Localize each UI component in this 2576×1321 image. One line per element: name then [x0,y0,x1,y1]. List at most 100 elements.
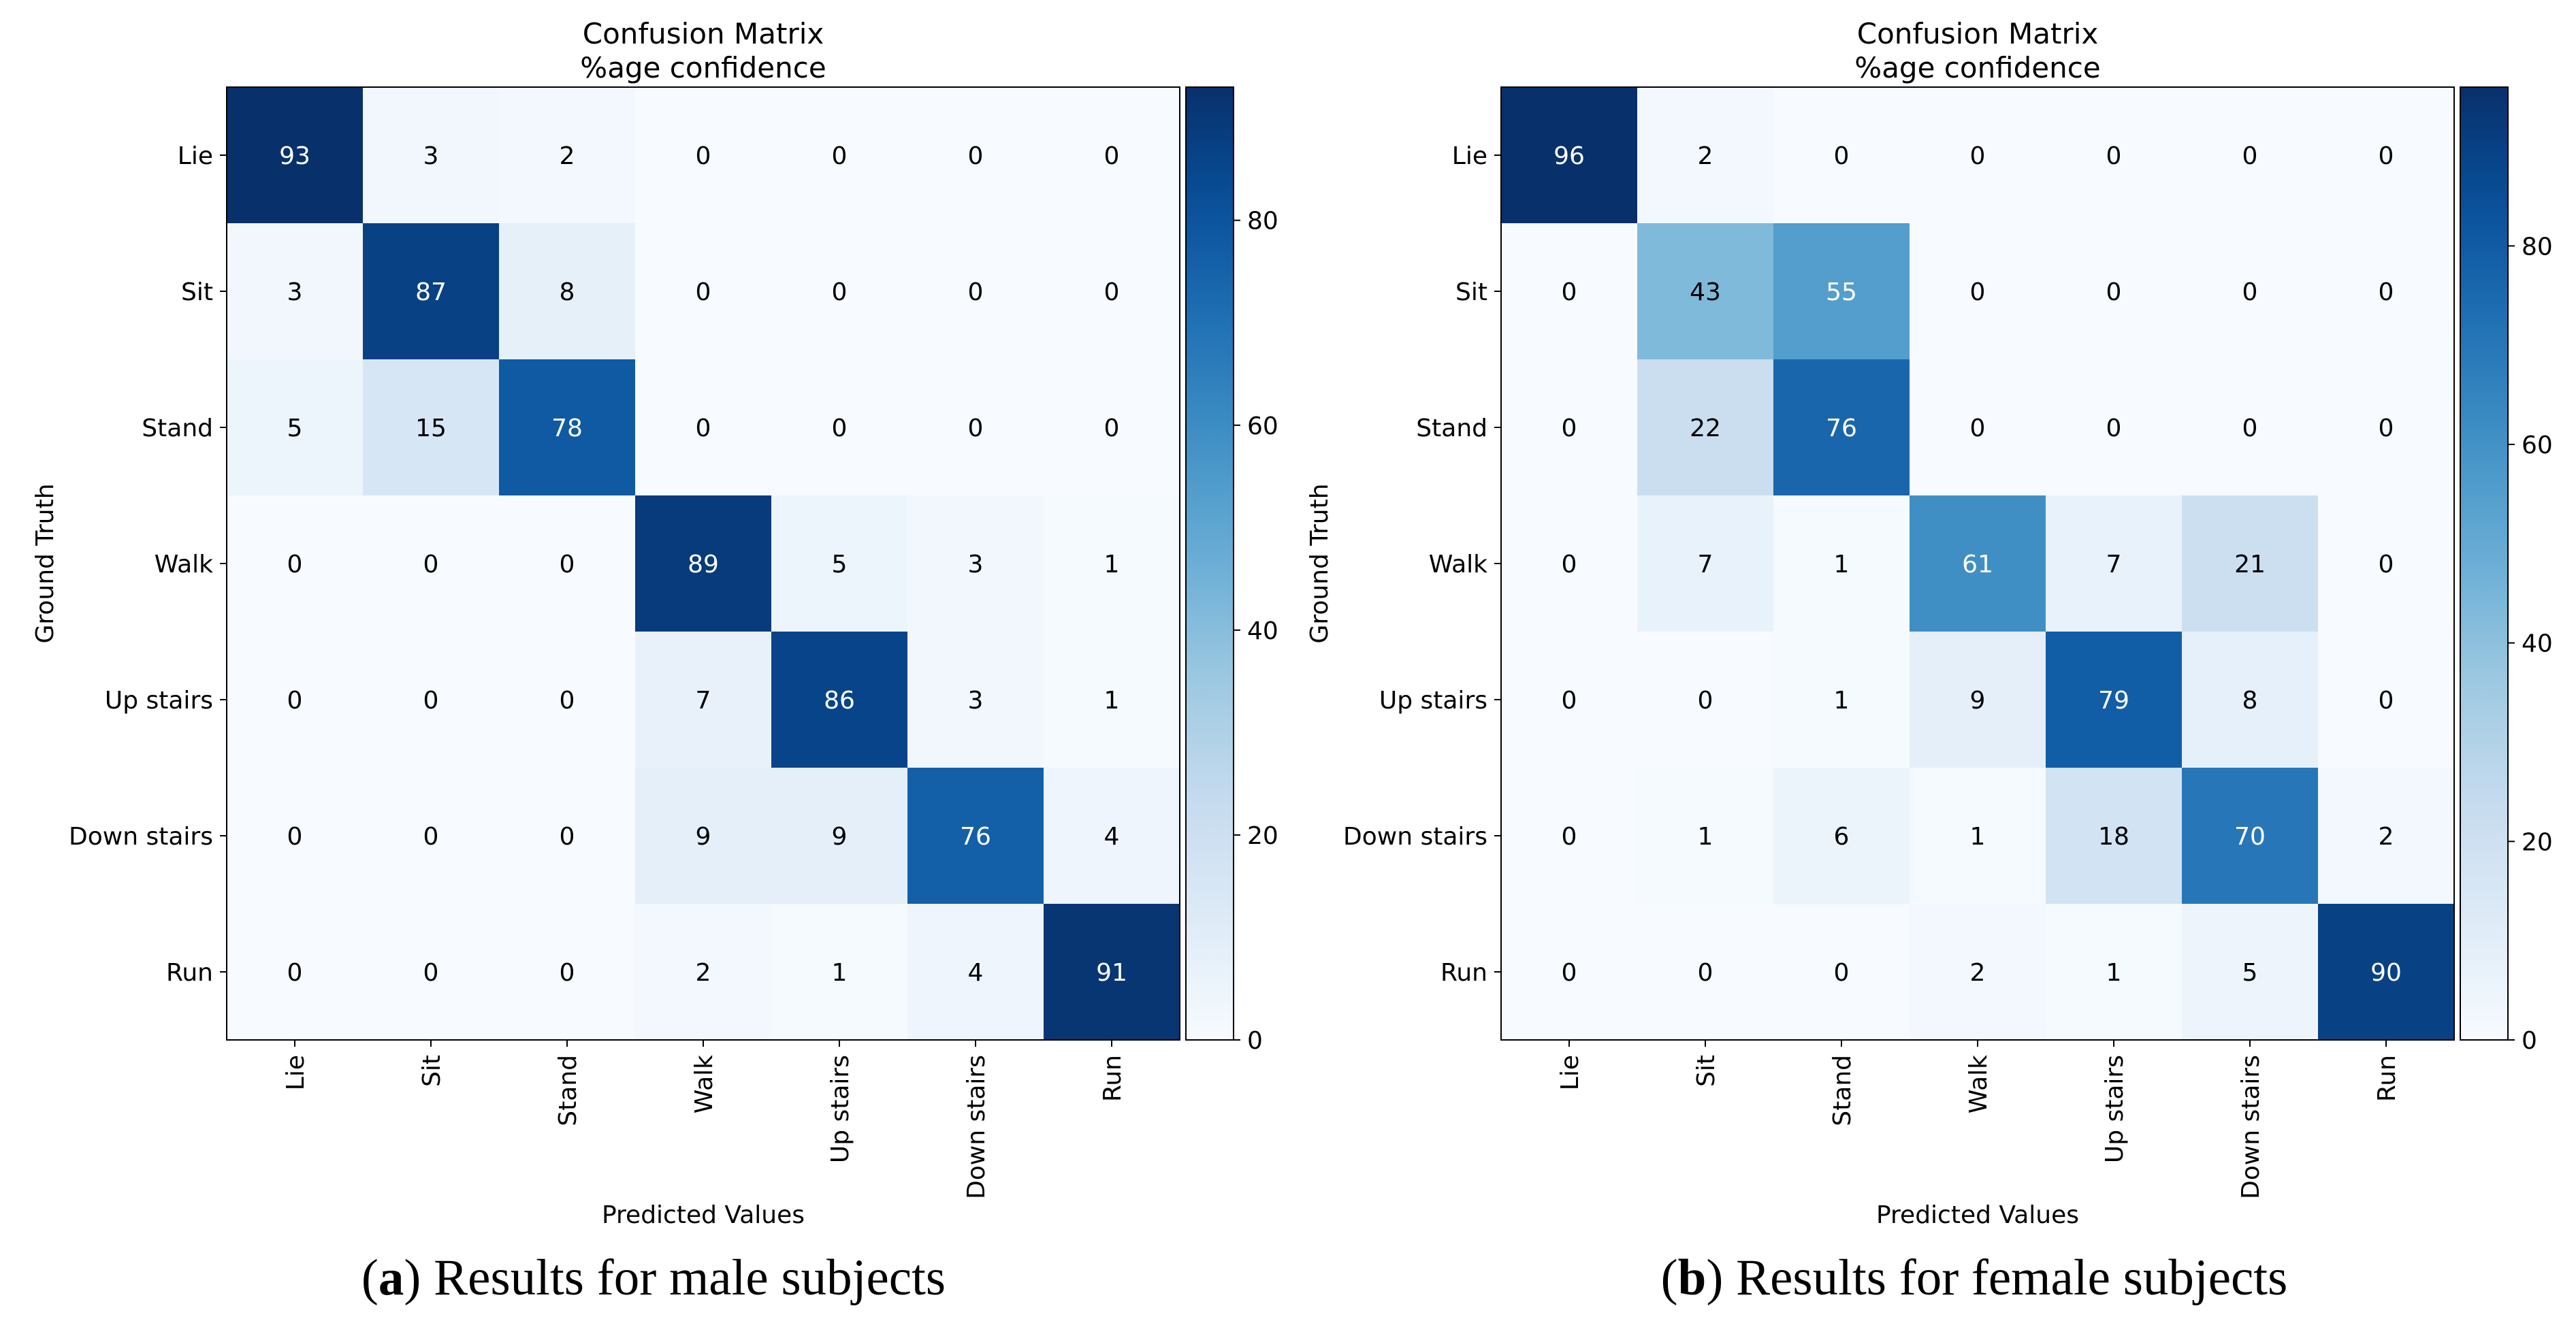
panel-b-cell-r6-c5 [2182,904,2319,1041]
panel-a-cell-r3-c2 [499,495,636,632]
panel-b-cell-r5-c4 [2046,768,2183,904]
panel-b-xtick-label-5: Down stairs [2237,1055,2265,1199]
panel-a-ytick-label-6: Run [166,959,213,987]
panel-a-cell-r2-c2 [499,359,636,496]
panel-b-cell-label-r6-c0: 0 [1562,959,1577,987]
panel-a-cell-label-r3-c4: 5 [832,551,848,578]
panel-b-cell-label-r3-c5: 21 [2234,551,2266,578]
panel-b-cell-label-r3-c0: 0 [1562,551,1577,578]
panel-b-cell-r0-c4 [2046,87,2183,224]
panel-b-cell-r3-c1 [1637,495,1774,632]
panel-a-cell-r1-c0 [227,223,364,360]
panel-a-xtick-label-4: Up stairs [826,1055,854,1163]
panel-b-colorbar-tick-label-0: 0 [2522,1027,2537,1055]
panel-b-cell-r1-c5 [2182,223,2319,360]
panel-b-cell-label-r1-c1: 43 [1690,278,1721,306]
panel-b-cell-label-r0-c0: 96 [1553,142,1585,170]
panel-a-cell-r6-c2 [499,904,636,1041]
panel-a-cell-r5-c4 [771,768,908,904]
panel-a-cell-label-r6-c0: 0 [287,959,303,987]
panel-a-cell-label-r3-c3: 89 [688,551,719,578]
panel-b-cell-label-r5-c4: 18 [2098,823,2129,851]
panel-b-cell-r1-c1 [1637,223,1774,360]
panel-a-cell-label-r0-c6: 0 [1104,142,1120,170]
panel-b-cell-r4-c6 [2318,632,2455,768]
panel-a-cell-label-r3-c5: 3 [968,551,984,578]
panel-b-cell-r1-c3 [1910,223,2046,360]
panel-b-cell-label-r1-c0: 0 [1562,278,1577,306]
panel-a-cell-label-r4-c5: 3 [968,687,984,715]
panel-b-cell-label-r0-c5: 0 [2242,142,2258,170]
caption-b: (b) Results for female subjects [1660,1250,2288,1306]
panel-b-cell-label-r3-c6: 0 [2379,551,2394,578]
panel-b-cell-r5-c6 [2318,768,2455,904]
panel-b-xtick-label-6: Run [2373,1055,2401,1102]
panel-a-cell-r5-c0 [227,768,364,904]
panel-b-cell-label-r5-c1: 1 [1698,823,1713,851]
panel-b-xtick-label-3: Walk [1965,1055,1993,1113]
panel-b-cell-r1-c2 [1773,223,1910,360]
panel-a-xtick-label-2: Stand [554,1055,582,1126]
panel-b-cell-label-r4-c0: 0 [1562,687,1577,715]
panel-b-cell-r2-c5 [2182,359,2319,496]
panel-a-xlabel: Predicted Values [602,1201,805,1229]
panel-a-cell-label-r0-c1: 3 [423,142,439,170]
panel-b-cell-label-r3-c1: 7 [1698,551,1713,578]
panel-a-cell-label-r0-c0: 93 [279,142,310,170]
panel-a-colorbar-tick-label-2: 40 [1247,617,1278,645]
panel-b-cell-r3-c2 [1773,495,1910,632]
panel-b-cell-r2-c1 [1637,359,1774,496]
panel-a-cell-label-r3-c1: 0 [423,551,439,578]
panel-b-cell-label-r4-c4: 79 [2098,687,2129,715]
panel-a-cell-r6-c6 [1044,904,1180,1041]
panel-a-cell-label-r1-c2: 8 [560,278,575,306]
panel-a-cell-label-r2-c1: 15 [415,414,447,442]
panel-b-cell-r4-c1 [1637,632,1774,768]
panel-a-cell-label-r2-c2: 78 [551,414,583,442]
panel-b-cell-label-r5-c5: 70 [2234,823,2266,851]
panel-a-cell-r0-c6 [1044,87,1180,224]
panel-a-cell-label-r0-c2: 2 [560,142,575,170]
panel-b-cell-label-r1-c4: 0 [2106,278,2122,306]
panel-a-cell-label-r4-c0: 0 [287,687,303,715]
caption-b-label: b [1677,1250,1707,1306]
panel-a-cell-r2-c4 [771,359,908,496]
panel-b-cell-r2-c6 [2318,359,2455,496]
panel-b-cell-r3-c6 [2318,495,2455,632]
panel-b-ytick-label-0: Lie [1452,142,1487,170]
panel-a-cell-label-r4-c1: 0 [423,687,439,715]
panel-a-cell-label-r2-c6: 0 [1104,414,1120,442]
panel-b-cell-label-r0-c6: 0 [2379,142,2394,170]
panel-b-cell-r1-c0 [1501,223,1638,360]
panel-a-cell-label-r1-c1: 87 [415,278,447,306]
panel-a-cell-label-r6-c3: 2 [696,959,711,987]
panel-b-cell-label-r5-c6: 2 [2379,823,2394,851]
panel-a-cell-label-r0-c5: 0 [968,142,984,170]
panel-a-cell-r4-c3 [635,632,772,768]
panel-a-cell-r2-c5 [907,359,1044,496]
panel-a-cell-r3-c5 [907,495,1044,632]
panel-b-cell-label-r2-c4: 0 [2106,414,2122,442]
panel-b-cell-label-r6-c5: 5 [2242,959,2258,987]
panel-b-cell-r5-c5 [2182,768,2319,904]
panel-b-cell-r4-c4 [2046,632,2183,768]
panel-a-cell-label-r6-c2: 0 [560,959,575,987]
panel-b-colorbar-tick-label-3: 60 [2522,431,2553,459]
panel-b-ytick-label-2: Stand [1416,414,1487,442]
panel-b-cell-r0-c5 [2182,87,2319,224]
panel-a-ylabel: Ground Truth [31,483,59,643]
panel-b-cell-r2-c3 [1910,359,2046,496]
panel-a-cell-label-r5-c3: 9 [696,823,711,851]
panel-b-cell-label-r4-c6: 0 [2379,687,2394,715]
panel-b-cell-label-r0-c3: 0 [1970,142,1986,170]
panel-b-cell-label-r6-c3: 2 [1970,959,1986,987]
panel-a-colorbar [1185,86,1234,1041]
panel-a-cell-r0-c3 [635,87,772,224]
panel-b-cell-label-r1-c5: 0 [2242,278,2258,306]
panel-b-cell-label-r4-c2: 1 [1834,687,1850,715]
panel-a-xtick-label-0: Lie [282,1055,310,1090]
panel-b-cell-r0-c0 [1501,87,1638,224]
panel-b-colorbar-tick-label-4: 80 [2522,233,2553,261]
panel-b-cell-label-r6-c2: 0 [1834,959,1850,987]
